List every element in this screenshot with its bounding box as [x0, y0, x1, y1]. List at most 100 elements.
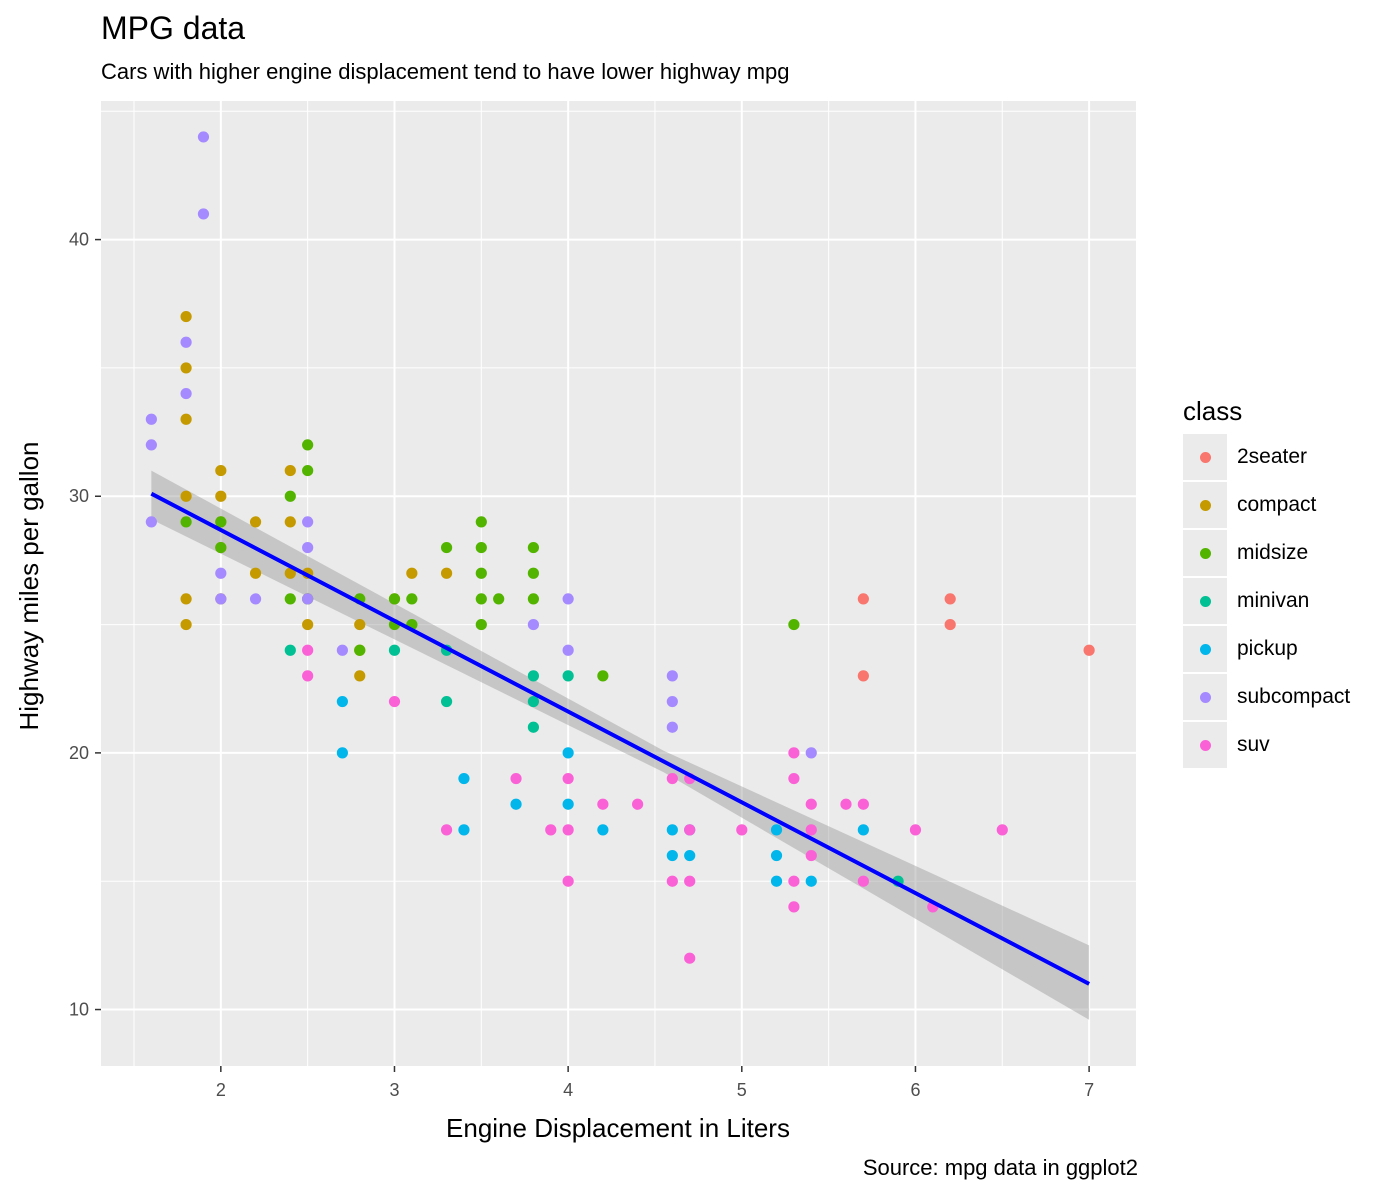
data-point-subcompact	[215, 593, 227, 605]
data-point-midsize	[788, 618, 800, 631]
data-point-pickup	[805, 875, 817, 887]
data-point-suv	[840, 798, 852, 810]
legend-swatch	[1200, 452, 1211, 463]
data-point-pickup	[684, 849, 696, 862]
data-point-pickup	[562, 798, 574, 810]
data-point-midsize	[493, 593, 505, 605]
data-point-pickup	[770, 824, 783, 836]
y-axis-title: Highway miles per gallon	[14, 441, 44, 730]
data-point-compact	[215, 490, 227, 502]
data-point-suv	[562, 875, 574, 887]
x-tick-label: 3	[389, 1080, 399, 1100]
legend-item-2seater: 2seater	[1183, 433, 1350, 481]
x-tick-label: 4	[563, 1080, 573, 1100]
data-point-suv	[632, 798, 644, 810]
data-point-midsize	[475, 567, 487, 579]
data-point-midsize	[475, 593, 487, 605]
data-point-midsize	[180, 516, 192, 528]
data-point-suv	[736, 824, 748, 836]
data-point-suv	[666, 875, 678, 887]
data-point-compact	[354, 670, 366, 682]
data-point-midsize	[406, 593, 418, 605]
data-point-suv	[510, 772, 522, 785]
data-point-subcompact	[666, 695, 678, 708]
data-point-suv	[684, 824, 696, 836]
data-point-subcompact	[302, 593, 314, 605]
data-point-suv	[805, 824, 817, 836]
legend-key	[1183, 434, 1227, 480]
data-point-2seater	[857, 593, 869, 605]
x-axis-title: Engine Displacement in Liters	[446, 1113, 790, 1143]
data-point-compact	[284, 516, 296, 528]
legend-swatch	[1200, 500, 1211, 511]
legend-key	[1183, 578, 1227, 624]
confidence-band	[151, 470, 1090, 1020]
data-point-pickup	[562, 747, 574, 759]
data-point-suv	[684, 875, 696, 887]
data-point-midsize	[302, 439, 314, 451]
data-point-pickup	[336, 747, 348, 759]
trend-line	[150, 491, 1091, 986]
data-point-minivan	[527, 695, 540, 708]
data-point-subcompact	[180, 387, 192, 400]
data-point-subcompact	[180, 336, 192, 348]
data-point-pickup	[336, 695, 348, 708]
data-point-2seater	[857, 670, 869, 682]
legend-item-suv: suv	[1183, 721, 1350, 769]
data-point-subcompact	[197, 208, 210, 220]
gridlines	[101, 101, 1136, 1066]
data-point-suv	[788, 901, 800, 913]
data-point-2seater	[944, 618, 956, 631]
data-point-subcompact	[336, 644, 348, 656]
data-point-compact	[406, 567, 418, 579]
data-point-suv	[805, 849, 817, 862]
legend-item-minivan: minivan	[1183, 577, 1350, 625]
data-point-midsize	[215, 541, 227, 554]
data-point-compact	[302, 618, 314, 631]
data-point-midsize	[284, 490, 296, 502]
data-point-midsize	[215, 516, 227, 528]
legend-label: suv	[1237, 733, 1270, 756]
data-point-pickup	[458, 772, 470, 785]
data-point-pickup	[770, 849, 783, 862]
data-point-minivan	[527, 721, 540, 733]
data-point-suv	[684, 952, 696, 964]
data-point-midsize	[527, 541, 540, 554]
data-point-subcompact	[527, 618, 540, 631]
data-point-midsize	[527, 567, 540, 579]
data-point-subcompact	[666, 670, 678, 682]
data-point-suv	[302, 670, 314, 682]
data-point-suv	[440, 824, 453, 836]
data-point-suv	[788, 747, 800, 759]
legend-label: compact	[1237, 493, 1317, 516]
data-point-midsize	[475, 618, 487, 631]
data-point-minivan	[440, 695, 453, 708]
data-point-subcompact	[215, 567, 227, 579]
data-point-subcompact	[145, 516, 157, 528]
data-point-subcompact	[562, 644, 574, 656]
y-tick-label: 10	[69, 1000, 89, 1020]
data-point-2seater	[1083, 644, 1095, 656]
data-point-compact	[440, 567, 453, 579]
legend-swatch	[1200, 644, 1211, 655]
data-point-suv	[857, 798, 869, 810]
legend-item-pickup: pickup	[1183, 625, 1350, 673]
legend-title: class	[1183, 396, 1243, 426]
data-point-midsize	[597, 670, 609, 682]
legend-label: 2seater	[1237, 445, 1308, 468]
data-point-minivan	[388, 644, 401, 656]
legend-swatch	[1200, 692, 1211, 703]
chart-caption: Source: mpg data in ggplot2	[862, 1155, 1138, 1180]
data-point-subcompact	[666, 721, 678, 733]
y-tick-label: 30	[69, 486, 89, 506]
chart-subtitle: Cars with higher engine displacement ten…	[101, 59, 790, 84]
legend-items: 2seater compact midsize minivan pickup subcom…	[1183, 433, 1350, 769]
data-point-pickup	[666, 849, 678, 862]
y-tick-label: 40	[69, 230, 89, 250]
data-point-subcompact	[249, 593, 262, 605]
x-axis-ticks: 2 3 4 5 6 7	[216, 1066, 1094, 1100]
legend-key	[1183, 482, 1227, 528]
legend-swatch	[1200, 548, 1211, 559]
legend-key	[1183, 530, 1227, 576]
